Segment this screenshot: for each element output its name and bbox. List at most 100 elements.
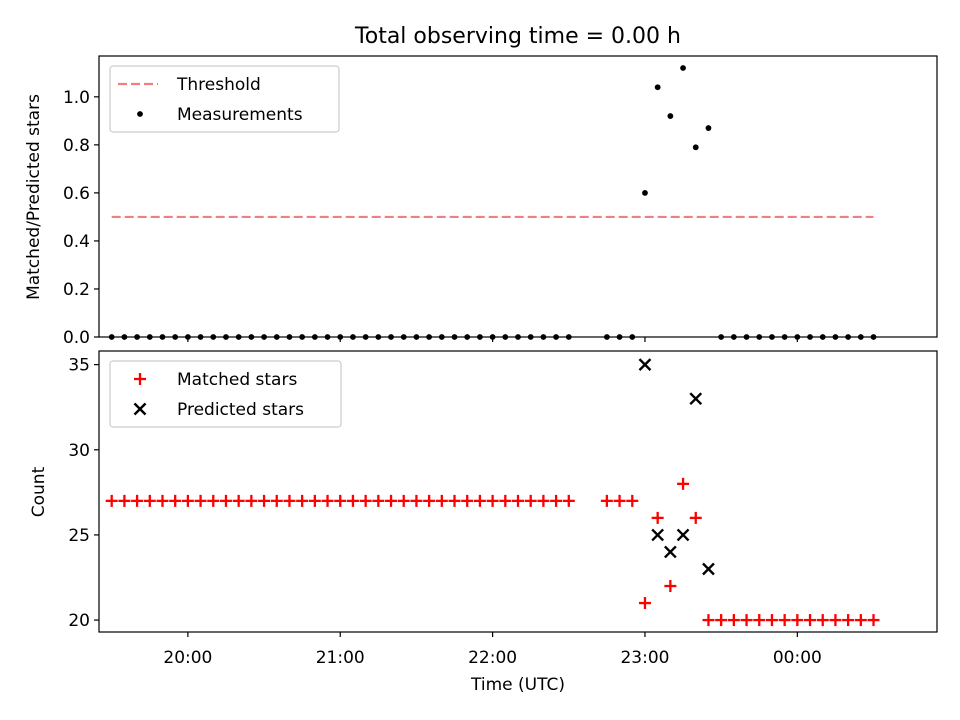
data-point bbox=[207, 494, 220, 507]
ratio-legend: Threshold Measurements bbox=[109, 65, 340, 133]
legend-label: Threshold bbox=[176, 75, 261, 95]
data-point bbox=[131, 494, 144, 507]
x-tick-label: 22:00 bbox=[468, 648, 517, 668]
legend-swatch bbox=[137, 111, 143, 117]
data-point bbox=[105, 494, 118, 507]
ratio-y-axis-label: Matched/Predicted stars bbox=[24, 94, 44, 300]
y-tick-label: 0.8 bbox=[63, 136, 90, 156]
data-point bbox=[867, 614, 880, 627]
data-point bbox=[194, 494, 207, 507]
data-point bbox=[296, 494, 309, 507]
data-point bbox=[321, 494, 334, 507]
legend-frame bbox=[109, 65, 340, 133]
data-point bbox=[143, 494, 156, 507]
data-point bbox=[550, 494, 563, 507]
legend-swatch bbox=[134, 373, 146, 385]
count-y-axis-label: Count bbox=[29, 466, 49, 517]
data-point bbox=[664, 545, 677, 559]
data-point bbox=[334, 494, 347, 507]
data-point bbox=[270, 494, 283, 507]
data-point bbox=[156, 494, 169, 507]
data-point bbox=[346, 494, 359, 507]
y-tick-label: 25 bbox=[68, 526, 90, 546]
data-point bbox=[702, 562, 715, 576]
data-point bbox=[245, 494, 258, 507]
data-point bbox=[423, 494, 436, 507]
data-point bbox=[740, 614, 753, 627]
data-point bbox=[664, 580, 677, 593]
count-plot-area bbox=[105, 358, 880, 627]
data-point bbox=[778, 614, 791, 627]
data-point bbox=[600, 494, 613, 507]
data-point bbox=[181, 494, 194, 507]
count-y-ticks: 20 25 30 35 bbox=[68, 356, 99, 631]
data-point bbox=[765, 614, 778, 627]
data-point bbox=[626, 494, 639, 507]
data-point bbox=[524, 494, 537, 507]
y-tick-label: 0.6 bbox=[63, 184, 90, 204]
data-point bbox=[512, 494, 524, 507]
data-point bbox=[359, 494, 372, 507]
legend-label: Predicted stars bbox=[177, 400, 304, 420]
count-x-ticks: 20:00 21:00 22:00 23:00 00:00 bbox=[163, 632, 822, 668]
ratio-x-ticks bbox=[187, 337, 798, 342]
data-point bbox=[692, 144, 699, 151]
series-matched-stars bbox=[105, 477, 880, 627]
data-point bbox=[638, 597, 651, 610]
legend-label: Measurements bbox=[177, 105, 303, 125]
data-point bbox=[448, 494, 461, 507]
data-point bbox=[562, 494, 575, 507]
data-point bbox=[791, 614, 804, 627]
data-point bbox=[486, 494, 499, 507]
legend-label: Matched stars bbox=[177, 370, 297, 390]
data-point bbox=[727, 614, 740, 627]
legend-frame bbox=[109, 360, 342, 428]
data-point bbox=[397, 494, 410, 507]
data-point bbox=[753, 614, 766, 627]
data-point bbox=[654, 84, 661, 91]
data-point bbox=[385, 494, 398, 507]
data-point bbox=[680, 65, 686, 71]
data-point bbox=[651, 528, 665, 542]
count-legend: Matched stars Predicted stars bbox=[109, 360, 342, 428]
data-point bbox=[308, 494, 321, 507]
data-point bbox=[829, 614, 842, 627]
x-tick-label: 20:00 bbox=[163, 648, 212, 668]
data-point bbox=[816, 614, 829, 627]
data-point bbox=[638, 358, 652, 371]
ratio-y-ticks: 0.0 0.2 0.4 0.6 0.8 1.0 bbox=[63, 88, 99, 348]
data-point bbox=[854, 614, 867, 627]
data-point bbox=[689, 392, 703, 406]
data-point bbox=[842, 614, 855, 627]
data-point bbox=[283, 494, 296, 507]
count-axes-frame bbox=[98, 350, 938, 633]
data-point bbox=[689, 511, 702, 524]
data-point bbox=[232, 494, 245, 507]
data-point bbox=[372, 494, 385, 507]
data-point bbox=[410, 494, 423, 507]
data-point bbox=[461, 494, 474, 507]
legend-entry: Matched stars bbox=[134, 370, 297, 390]
data-point bbox=[804, 614, 817, 627]
x-tick-label: 21:00 bbox=[316, 648, 365, 668]
data-point bbox=[473, 494, 486, 507]
legend-entry: Threshold bbox=[118, 75, 261, 95]
data-point bbox=[118, 494, 131, 507]
legend-swatch bbox=[133, 402, 147, 416]
data-point bbox=[702, 614, 715, 627]
data-point bbox=[677, 477, 690, 490]
data-point bbox=[435, 494, 448, 507]
y-tick-label: 0.2 bbox=[63, 280, 90, 300]
data-point bbox=[219, 494, 232, 507]
chart-title: Total observing time = 0.00 h bbox=[354, 24, 681, 49]
y-tick-label: 0.0 bbox=[63, 328, 90, 348]
data-point bbox=[715, 614, 728, 627]
y-tick-label: 30 bbox=[68, 441, 90, 461]
data-point bbox=[676, 528, 690, 542]
data-point bbox=[169, 494, 182, 507]
y-tick-label: 20 bbox=[68, 611, 90, 631]
y-tick-label: 35 bbox=[68, 356, 90, 376]
series-predicted-stars bbox=[638, 358, 715, 576]
data-point bbox=[705, 125, 712, 131]
